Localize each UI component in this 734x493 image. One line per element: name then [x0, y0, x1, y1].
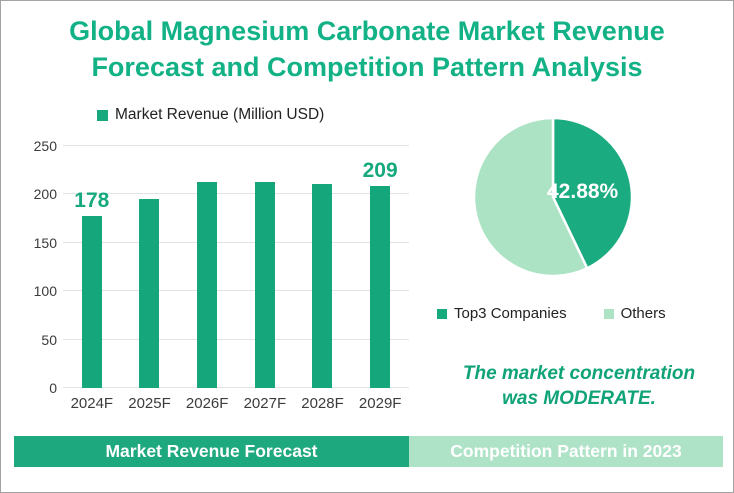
y-tick-250: 250 — [33, 138, 57, 154]
banner-market-revenue-forecast: Market Revenue Forecast — [14, 436, 409, 467]
y-tick-150: 150 — [33, 234, 57, 251]
bar-2025F — [139, 199, 160, 388]
others-swatch-icon — [603, 308, 614, 319]
legend-swatch-icon — [97, 109, 108, 121]
bar-2027F — [254, 181, 275, 388]
bar-legend-label: Market Revenue (Million USD) — [115, 106, 325, 123]
pie-legend-item-top3: Top3 Companies — [437, 305, 567, 322]
bar-2024F — [81, 215, 102, 388]
competition-pie-chart — [470, 114, 636, 280]
gridline-200 — [63, 193, 409, 195]
gridline-150 — [63, 241, 409, 243]
pie-legend: Top3 Companies Others — [437, 305, 729, 322]
bar-value-label-2024F: 178 — [74, 188, 110, 212]
gridline-50 — [63, 338, 409, 340]
market-concentration-note: The market concentration was MODERATE. — [427, 361, 731, 411]
gridline-100 — [63, 290, 409, 292]
x-tick-2027F: 2027F — [243, 395, 287, 412]
x-tick-2028F: 2028F — [301, 395, 344, 412]
gridline-0 — [63, 387, 409, 388]
bar-2028F — [312, 183, 333, 388]
bar-value-label-2029F: 209 — [362, 158, 398, 182]
bar-column-2026F — [178, 145, 236, 388]
banner-competition-pattern: Competition Pattern in 2023 — [409, 436, 723, 467]
bar-column-2024F: 178 — [63, 145, 121, 388]
revenue-bar-chart: 0 50 100 150 200 250 178 209 — [34, 138, 409, 396]
pie-slice-top3-companies — [551, 116, 634, 270]
gridline-250 — [63, 145, 409, 146]
bar-column-2029F: 209 — [351, 145, 409, 388]
bar-2029F — [370, 185, 391, 388]
page-title: Global Magnesium Carbonate Market Revenu… — [37, 13, 697, 85]
pie-legend-label-others: Others — [620, 305, 666, 322]
pie-svg — [472, 116, 634, 278]
x-tick-2029F: 2029F — [358, 395, 402, 412]
bar-chart-legend: Market Revenue (Million USD) — [97, 106, 324, 124]
y-tick-0: 0 — [49, 380, 57, 396]
pie-slice-others — [472, 116, 589, 278]
bar-column-2025F — [121, 145, 179, 388]
x-tick-2025F: 2025F — [128, 395, 171, 412]
top3-swatch-icon — [437, 308, 447, 319]
pie-percent-label: 42.88% — [547, 180, 619, 203]
pie-legend-item-others: Others — [603, 305, 666, 322]
bar-column-2027F — [236, 145, 294, 388]
market-concentration-note-text: The market concentration was MODERATE. — [462, 363, 696, 409]
pie-legend-label-top3: Top3 Companies — [454, 305, 567, 322]
y-tick-50: 50 — [41, 331, 57, 348]
bar-chart-x-axis: 2024F 2025F 2026F 2027F 2028F 2029F — [63, 395, 409, 412]
x-tick-2026F: 2026F — [185, 395, 229, 412]
bar-2026F — [197, 181, 218, 388]
bar-column-2028F — [294, 145, 352, 388]
page-title-text: Global Magnesium Carbonate Market Revenu… — [69, 16, 665, 82]
x-tick-2024F: 2024F — [70, 395, 114, 412]
y-tick-200: 200 — [33, 186, 57, 203]
y-tick-100: 100 — [33, 283, 57, 300]
